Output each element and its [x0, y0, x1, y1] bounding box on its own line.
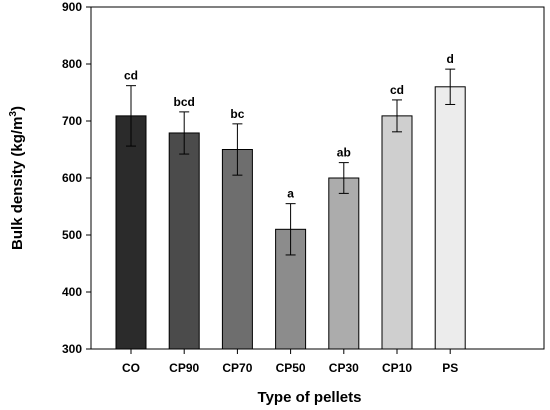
x-ticks-layer: CO CP90 CP70 CP50 CP30 CP10 PS: [122, 349, 458, 375]
x-tick-label: PS: [442, 361, 458, 375]
significance-label: cd: [390, 83, 404, 97]
error-bar-ps: [445, 68, 456, 105]
y-axis-title-suffix: ): [9, 106, 26, 111]
error-bar-co: [126, 85, 136, 147]
axes-layer: [90, 6, 545, 350]
x-tick-label: CO: [122, 361, 140, 375]
error-bar-cp50: [285, 203, 296, 256]
significance-label: cd: [124, 69, 138, 83]
bar-cp70: [221, 149, 253, 350]
y-axis-title: Bulk density (kg/m3): [8, 106, 26, 250]
y-tick-label: 800: [62, 57, 82, 71]
y-ticks-layer: 300 400 500 600 700 800 900: [62, 0, 91, 356]
y-tick-label: 700: [62, 114, 82, 128]
y-tick-label: 400: [62, 285, 82, 299]
significance-label: d: [447, 52, 454, 66]
error-bar-cp70: [232, 123, 243, 176]
significance-label: bc: [230, 107, 244, 121]
x-tick-label: CP90: [169, 361, 199, 375]
bar-cp90: [168, 132, 200, 350]
significance-label: a: [287, 187, 294, 201]
error-bar-cp30: [338, 162, 349, 194]
y-tick-label: 600: [62, 171, 82, 185]
error-bar-cp90: [179, 111, 190, 155]
x-tick-label: CP70: [222, 361, 252, 375]
y-axis-title-main: Bulk density (kg/m: [9, 117, 26, 250]
bar-ps: [434, 86, 466, 350]
y-tick-label: 500: [62, 228, 82, 242]
bar-cp50: [275, 228, 307, 350]
y-axis-title-superscript: 3: [8, 111, 19, 117]
y-tick-label: 900: [62, 0, 82, 14]
x-tick-label: CP30: [329, 361, 359, 375]
bar-co: [115, 115, 147, 350]
error-bars-layer: [126, 68, 456, 256]
plot-frame: [90, 6, 545, 350]
x-tick-label: CP50: [276, 361, 306, 375]
y-tick-label: 300: [62, 342, 82, 356]
bar-cp10: [381, 115, 413, 350]
significance-label: bcd: [174, 95, 195, 109]
significance-label: ab: [337, 146, 351, 160]
error-bar-cp10: [392, 99, 402, 133]
x-axis-title: Type of pellets: [258, 389, 362, 406]
significance-labels-layer: cd bcd bc a ab cd d: [124, 52, 454, 201]
x-tick-label: CP10: [382, 361, 412, 375]
bar-cp30: [328, 177, 360, 350]
